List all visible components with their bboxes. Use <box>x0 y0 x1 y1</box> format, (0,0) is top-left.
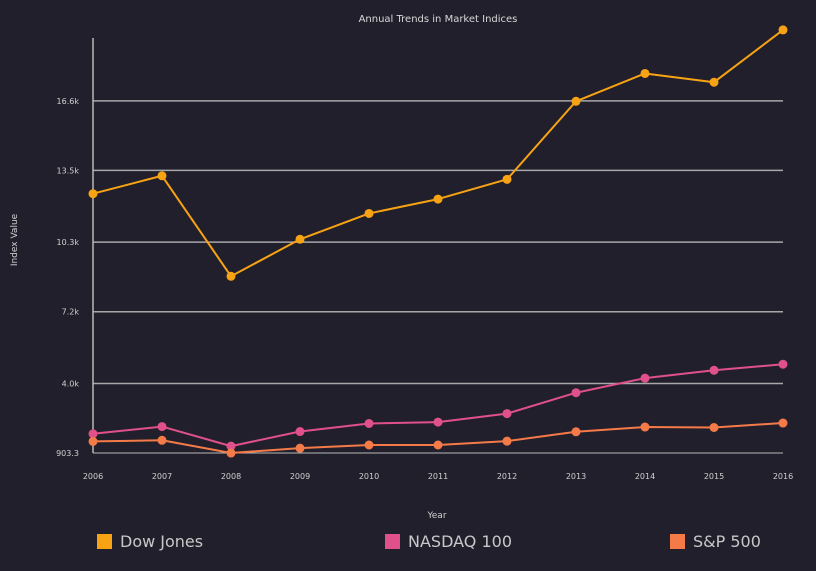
legend-swatch <box>97 533 112 549</box>
series-nasdaq-100 <box>88 359 788 451</box>
data-point[interactable] <box>640 422 650 432</box>
x-tick-label: 2014 <box>635 472 655 481</box>
y-axis-label: Index Value <box>10 213 20 266</box>
data-point[interactable] <box>640 68 650 78</box>
y-tick-label: 10.3k <box>57 238 80 247</box>
legend-item[interactable]: Dow Jones <box>97 526 203 556</box>
data-point[interactable] <box>709 77 719 87</box>
data-point[interactable] <box>157 435 167 445</box>
x-tick-label: 2006 <box>83 472 103 481</box>
x-tick-label: 2009 <box>290 472 310 481</box>
data-point[interactable] <box>157 422 167 432</box>
x-tick-label: 2007 <box>152 472 172 481</box>
series-line <box>92 363 784 448</box>
data-point[interactable] <box>709 365 719 375</box>
legend-label: S&P 500 <box>693 531 761 551</box>
data-point[interactable] <box>502 409 512 419</box>
y-tick-label: 16.6k <box>57 97 80 106</box>
data-point[interactable] <box>778 418 788 428</box>
data-point[interactable] <box>226 441 236 451</box>
data-point[interactable] <box>88 429 98 439</box>
x-tick-label: 2008 <box>221 472 241 481</box>
x-tick-label: 2015 <box>704 472 724 481</box>
data-point[interactable] <box>778 359 788 369</box>
data-point[interactable] <box>364 208 374 218</box>
line-chart: Annual Trends in Market Indices Index Va… <box>10 14 793 520</box>
data-point[interactable] <box>364 440 374 450</box>
legend-item[interactable]: NASDAQ 100 <box>385 526 512 556</box>
legend: Dow Jones NASDAQ 100 S&P 500 <box>0 526 816 556</box>
data-point[interactable] <box>88 189 98 199</box>
y-tick-labels: 903.3 4.0k 7.2k 10.3k 13.5k 16.6k <box>56 97 79 458</box>
legend-item[interactable]: S&P 500 <box>670 526 761 556</box>
series-layer <box>88 25 788 458</box>
data-point[interactable] <box>364 418 374 428</box>
x-tick-label: 2016 <box>773 472 793 481</box>
x-tick-label: 2012 <box>497 472 517 481</box>
data-point[interactable] <box>778 25 788 35</box>
data-point[interactable] <box>157 171 167 181</box>
data-point[interactable] <box>433 417 443 427</box>
data-point[interactable] <box>709 422 719 432</box>
series-s-p-500 <box>88 418 788 458</box>
data-point[interactable] <box>571 388 581 398</box>
data-point[interactable] <box>88 436 98 446</box>
data-point[interactable] <box>571 427 581 437</box>
data-point[interactable] <box>640 373 650 383</box>
y-tick-label: 4.0k <box>62 380 80 389</box>
series-line <box>92 29 784 278</box>
data-point[interactable] <box>226 448 236 458</box>
series-dow-jones <box>88 25 788 281</box>
x-tick-label: 2011 <box>428 472 448 481</box>
data-point[interactable] <box>502 174 512 184</box>
data-point[interactable] <box>295 443 305 453</box>
grid-lines <box>93 100 783 454</box>
data-point[interactable] <box>295 427 305 437</box>
legend-label: Dow Jones <box>120 531 204 551</box>
data-point[interactable] <box>433 440 443 450</box>
y-tick-label: 13.5k <box>57 166 80 175</box>
data-point[interactable] <box>226 271 236 281</box>
legend-swatch <box>670 533 685 549</box>
x-tick-label: 2010 <box>359 472 379 481</box>
data-point[interactable] <box>571 96 581 106</box>
legend-swatch <box>385 533 400 549</box>
x-tick-labels: 2006 2007 2008 2009 2010 2011 2012 2013 2014 2015… <box>83 472 793 481</box>
y-tick-label: 903.3 <box>56 449 79 458</box>
y-tick-label: 7.2k <box>62 308 80 317</box>
data-point[interactable] <box>433 194 443 204</box>
legend-label: NASDAQ 100 <box>408 531 512 551</box>
data-point[interactable] <box>502 436 512 446</box>
x-axis-label: Year <box>426 511 446 520</box>
chart-title: Annual Trends in Market Indices <box>359 14 518 25</box>
data-point[interactable] <box>295 234 305 244</box>
x-tick-label: 2013 <box>566 472 586 481</box>
